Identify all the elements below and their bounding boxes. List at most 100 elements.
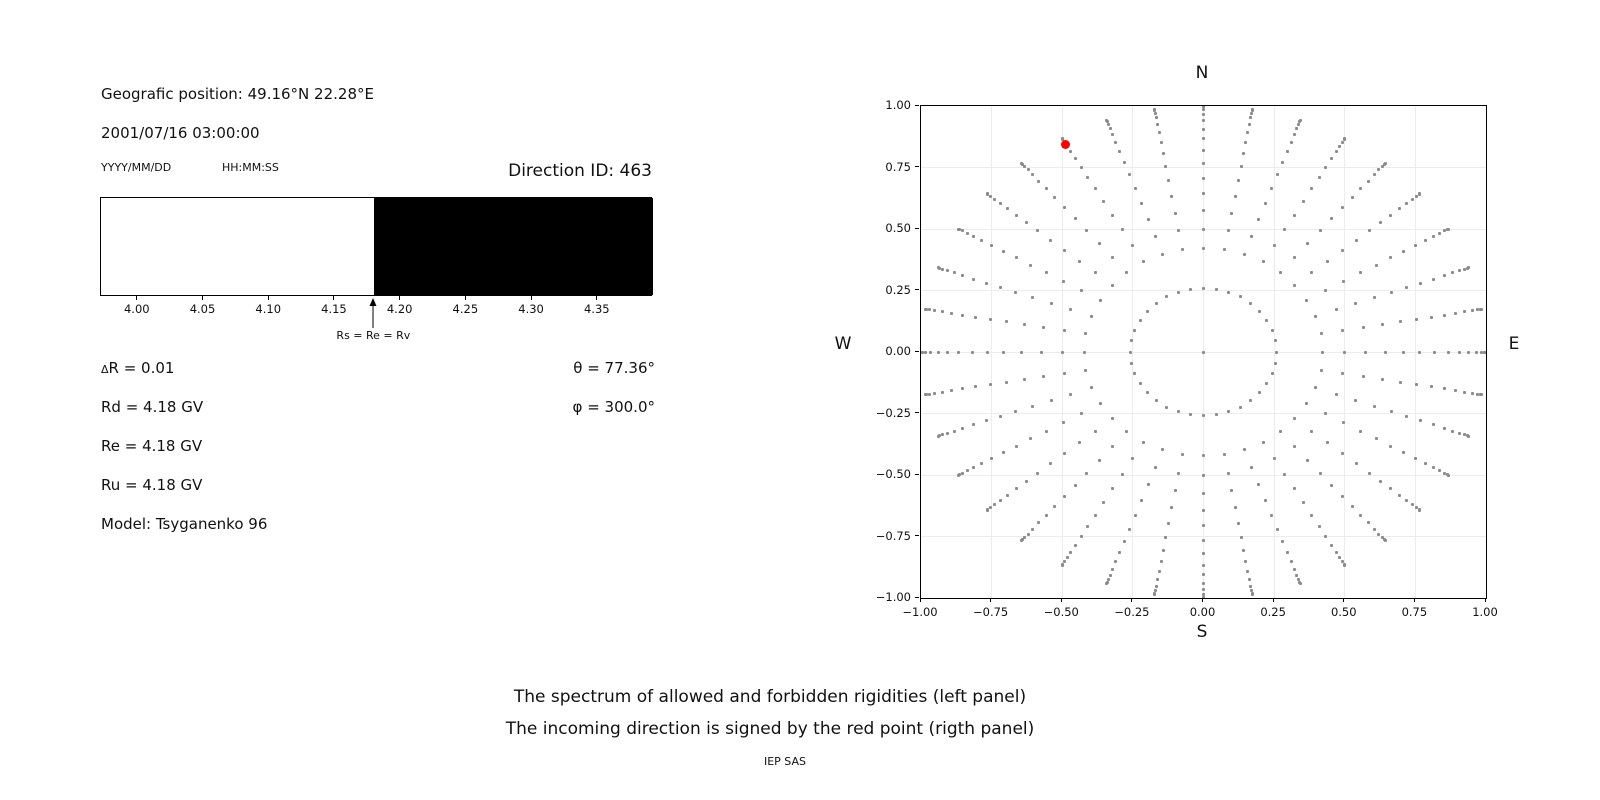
ray-dot (1053, 504, 1057, 508)
compass-east-label: E (1508, 334, 1520, 354)
ring-dot (1258, 391, 1261, 395)
ray-dot (1222, 452, 1226, 456)
ray-dot (1061, 279, 1065, 283)
ray-dot (1251, 108, 1255, 112)
ray-dot (1305, 402, 1309, 406)
y-axis-tick (915, 104, 919, 106)
model-label: Model: Tsyganenko 96 (101, 515, 268, 533)
ring-dot (1138, 382, 1142, 386)
ray-dot (1127, 527, 1131, 531)
ray-dot (1366, 179, 1370, 183)
ray-dot (1044, 187, 1048, 191)
spectrum-tick (399, 296, 401, 300)
x-axis-tick-label: 0.75 (1401, 605, 1428, 619)
ray-dot (1202, 508, 1205, 512)
ray-dot (1248, 122, 1252, 126)
ray-dot (1350, 196, 1354, 200)
y-axis-tick (915, 289, 919, 290)
y-axis-tick-label: −1.00 (875, 590, 911, 604)
ray-dot (1419, 419, 1423, 423)
ray-dot (936, 266, 940, 270)
ray-dot (1250, 234, 1254, 238)
ray-dot (1155, 578, 1159, 582)
center-dot (1202, 350, 1205, 354)
ray-dot (1264, 499, 1268, 503)
ray-dot (1062, 248, 1066, 252)
ray-dot (1285, 150, 1289, 154)
ray-dot (1002, 350, 1006, 354)
ray-dot (1467, 266, 1471, 270)
ray-dot (1139, 201, 1143, 205)
ray-dot (961, 313, 965, 317)
ring-dot (1155, 301, 1158, 305)
ray-dot (1031, 527, 1035, 531)
ray-dot (1389, 409, 1393, 413)
ray-dot (1202, 127, 1205, 131)
ray-dot (1069, 550, 1073, 554)
ray-dot (1380, 323, 1384, 327)
ray-dot (1014, 213, 1018, 217)
ray-dot (1108, 127, 1112, 131)
ray-dot (1233, 506, 1237, 510)
ray-dot (1246, 130, 1250, 134)
ray-dot (1359, 271, 1363, 275)
ray-dot (1364, 350, 1368, 354)
ray-dot (1202, 573, 1205, 577)
time-format-label: HH:MM:SS (222, 161, 279, 174)
ray-dot (1069, 308, 1073, 312)
ray-dot (1442, 426, 1446, 430)
ring-dot (1133, 372, 1137, 376)
ray-dot (1085, 471, 1089, 475)
ray-dot (1334, 150, 1338, 154)
ray-dot (1281, 539, 1285, 543)
ray-dot (1295, 127, 1299, 131)
ray-dot (1105, 581, 1109, 585)
spectrum-tick-label: 4.30 (518, 302, 544, 316)
ray-dot (1014, 256, 1018, 260)
spectrum-tick-label: 4.05 (189, 302, 216, 316)
ray-dot (1111, 133, 1115, 137)
ray-dot (1458, 431, 1462, 435)
ray-dot (1342, 279, 1346, 283)
ray-dot (957, 473, 961, 477)
ray-dot (1111, 444, 1115, 448)
ray-dot (1146, 217, 1150, 221)
ray-dot (972, 423, 976, 427)
ring-dot (1275, 350, 1279, 354)
x-axis-tick-label: −0.75 (973, 605, 1009, 619)
ring-dot (1202, 414, 1205, 418)
ray-dot (1127, 173, 1131, 177)
ray-dot (1379, 220, 1383, 224)
ray-dot (949, 389, 953, 393)
ray-dot (1454, 311, 1458, 315)
ray-dot (1438, 231, 1442, 235)
ray-dot (928, 392, 932, 396)
compass-west-label: W (834, 334, 852, 354)
ray-dot (1244, 560, 1248, 564)
ray-dot (1153, 111, 1157, 115)
ray-dot (1023, 377, 1027, 381)
ray-dot (1433, 350, 1437, 354)
compass-north-label: N (1195, 63, 1209, 83)
ray-dot (1181, 248, 1185, 252)
ray-dot (1270, 513, 1274, 517)
spectrum-tick-label: 4.15 (321, 302, 347, 316)
spectrum-bar-axis: 4.00 4.05 4.10 4.15 4.20 4.25 4.30 4.35 (100, 296, 652, 326)
ring-dot (1227, 290, 1230, 294)
ray-dot (1298, 581, 1302, 585)
ray-dot (1251, 592, 1255, 596)
ray-dot (1098, 298, 1102, 302)
spectrum-tick (530, 296, 532, 300)
compass-south-label: S (1196, 622, 1208, 642)
ray-dot (1330, 217, 1334, 221)
ray-dot (1230, 489, 1234, 493)
y-axis-tick (915, 473, 919, 475)
ray-dot (984, 419, 988, 423)
ray-dot (1398, 207, 1402, 211)
ray-dot (1442, 387, 1446, 391)
ray-dot (1093, 429, 1097, 433)
ray-dot (1202, 106, 1205, 108)
ray-dot (1301, 501, 1305, 505)
ray-dot (1069, 392, 1073, 396)
ray-dot (1361, 325, 1365, 329)
